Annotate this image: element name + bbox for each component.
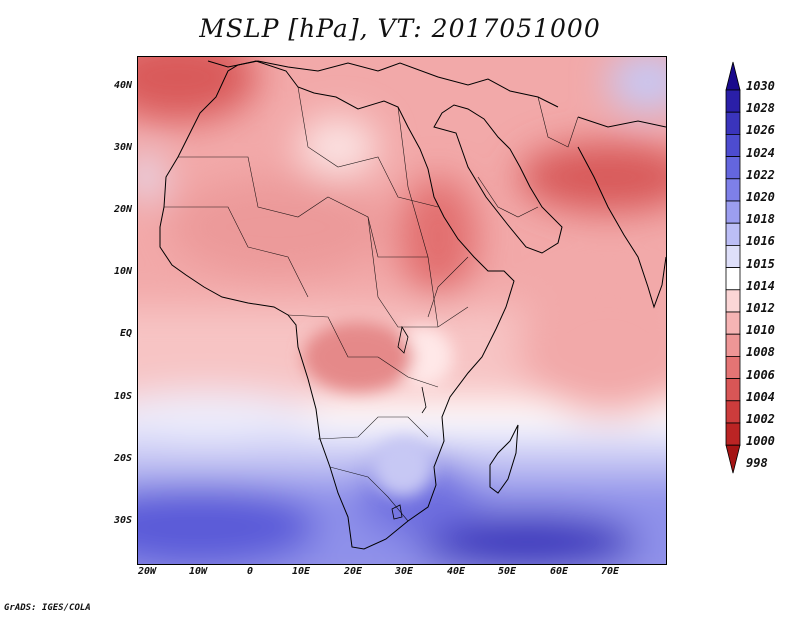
colorbar-segment — [725, 289, 741, 313]
lat-label-eq: EQ — [119, 328, 132, 339]
colorbar-label: 1008 — [746, 345, 775, 360]
lat-label-30s: 30S — [113, 515, 132, 526]
colorbar-label: 1000 — [746, 434, 775, 449]
coastlines — [159, 60, 666, 550]
colorbar-label: 1026 — [746, 123, 775, 138]
colorbar-segment — [725, 400, 741, 424]
colorbar-label: 1010 — [746, 323, 775, 338]
colorbar-label: 1016 — [746, 234, 775, 249]
colorbar-arrow-top — [725, 61, 741, 91]
colorbar-label: 1012 — [746, 301, 775, 315]
colorbar-arrow-bottom — [725, 444, 741, 474]
lon-label-10w: 10W — [188, 566, 208, 577]
colorbar-segment — [725, 111, 741, 135]
pressure-map — [138, 57, 666, 564]
lat-label-10n: 10N — [113, 266, 132, 277]
country-borders — [164, 86, 579, 522]
lon-label-20e: 20E — [343, 566, 363, 577]
colorbar-label: 1024 — [746, 145, 775, 160]
colorbar-segment — [725, 311, 741, 335]
lon-label-40e: 40E — [446, 566, 466, 577]
colorbar-segment — [725, 333, 741, 357]
lon-label-20w: 20W — [137, 566, 157, 577]
colorbar-label: 998 — [746, 456, 768, 471]
colorbar-label: 1002 — [746, 412, 775, 426]
colorbar-label: 1014 — [746, 278, 775, 293]
map-panel[interactable] — [137, 56, 667, 565]
colorbar-segment — [725, 267, 741, 291]
lon-label-50e: 50E — [497, 566, 517, 577]
colorbar-segment — [725, 222, 741, 246]
lat-label-30n: 30N — [113, 142, 132, 153]
map-title: MSLP [hPa], VT: 2017051000 — [199, 14, 601, 43]
colorbar-label: 1006 — [746, 367, 775, 382]
colorbar-segment — [725, 133, 741, 157]
lon-label-10e: 10E — [291, 566, 311, 577]
colorbar-label: 1015 — [746, 256, 775, 271]
colorbar-segment — [725, 178, 741, 202]
colorbar-label: 1004 — [746, 389, 775, 404]
colorbar-segment — [725, 200, 741, 224]
colorbar-segment — [725, 156, 741, 180]
colorbar-label: 1020 — [746, 190, 775, 204]
lakes — [391, 325, 427, 520]
colorbar-segment — [725, 244, 741, 268]
lat-label-20n: 20N — [113, 204, 132, 215]
lon-label-30e: 30E — [394, 566, 414, 577]
colorbar-segment — [725, 355, 741, 379]
footer-credit: GrADS: IGES/COLA — [4, 603, 91, 613]
lat-label-40n: 40N — [113, 80, 132, 91]
colorbar-label: 1030 — [746, 79, 775, 93]
colorbar-segment — [725, 422, 741, 446]
colorbar-label: 1018 — [746, 212, 775, 227]
lon-label-60e: 60E — [549, 566, 569, 577]
colorbar-segment — [725, 378, 741, 402]
lat-label-20s: 20S — [113, 453, 132, 464]
lon-label-0: 0 — [246, 566, 254, 577]
lat-label-10s: 10S — [113, 391, 132, 402]
colorbar-segment — [725, 89, 741, 113]
colorbar-label: 1022 — [746, 167, 775, 182]
colorbar-label: 1028 — [746, 101, 775, 116]
lon-label-70e: 70E — [600, 566, 620, 577]
